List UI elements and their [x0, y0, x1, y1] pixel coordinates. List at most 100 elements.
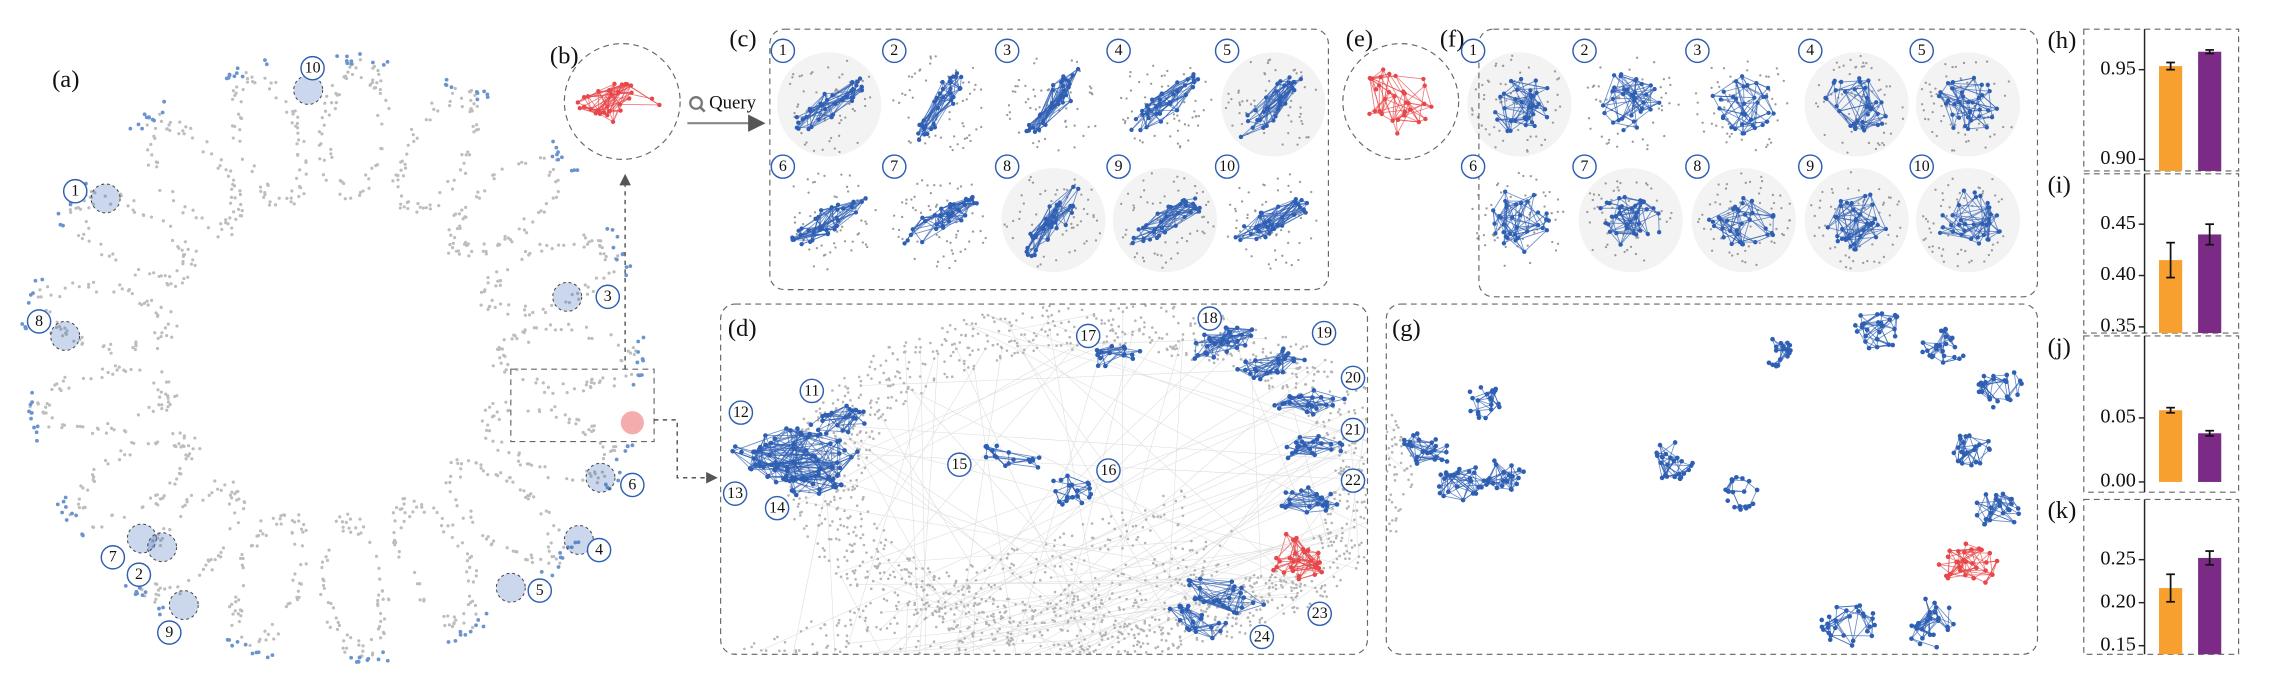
- node: [1781, 232, 1784, 236]
- node: [1070, 59, 1074, 62]
- node: [503, 234, 507, 239]
- node: [1734, 228, 1739, 233]
- node: [538, 409, 542, 414]
- edge: [1634, 85, 1652, 102]
- edge: [1834, 216, 1855, 245]
- node-cluster: [1600, 72, 1662, 133]
- node: [1713, 112, 1716, 115]
- edge: [1722, 117, 1745, 134]
- node: [834, 89, 837, 92]
- node: [545, 243, 549, 248]
- node: [1525, 229, 1530, 234]
- edge: [1527, 201, 1539, 226]
- node: [1140, 112, 1145, 117]
- node: [1989, 115, 1995, 120]
- node: [539, 570, 544, 574]
- node: [1887, 233, 1890, 237]
- node: [504, 368, 508, 372]
- node: [1545, 85, 1550, 91]
- edge: [1072, 188, 1079, 206]
- node: [293, 520, 297, 524]
- node: [539, 557, 543, 561]
- node: [1156, 253, 1159, 256]
- node: [323, 109, 328, 113]
- node: [1402, 113, 1407, 118]
- node: [371, 60, 375, 65]
- node: [1274, 69, 1277, 72]
- node: [863, 196, 868, 201]
- edge: [1618, 197, 1638, 213]
- node: [583, 283, 587, 287]
- node: [1195, 77, 1201, 82]
- node: [911, 206, 915, 209]
- node: [1008, 117, 1012, 121]
- node: [848, 174, 851, 177]
- edge: [1392, 102, 1407, 121]
- node: [504, 400, 508, 404]
- node: [1287, 114, 1290, 117]
- node: [535, 377, 539, 381]
- node: [229, 169, 233, 173]
- node: [1629, 206, 1634, 211]
- node: [1752, 95, 1757, 100]
- node: [405, 200, 409, 205]
- node: [378, 577, 382, 581]
- node: [590, 336, 594, 341]
- node: [377, 593, 381, 597]
- node: [1823, 133, 1826, 137]
- node: [1051, 83, 1056, 88]
- node: [920, 179, 924, 182]
- node: [791, 237, 797, 242]
- node: [232, 178, 236, 182]
- node: [970, 183, 973, 186]
- node: [1368, 76, 1374, 82]
- node: [1254, 236, 1259, 242]
- node: [496, 474, 500, 478]
- node: [103, 194, 107, 198]
- edge: [1492, 191, 1506, 211]
- node: [421, 206, 425, 210]
- node: [565, 391, 569, 395]
- node: [1275, 222, 1280, 228]
- node: [1842, 89, 1848, 94]
- node: [853, 210, 859, 215]
- node: [902, 241, 907, 246]
- node: [1163, 195, 1166, 198]
- node: [1268, 79, 1271, 83]
- node: [554, 557, 558, 561]
- node: [1989, 135, 1992, 138]
- node: [1920, 87, 1924, 91]
- edge: [1384, 98, 1398, 134]
- node: [484, 436, 488, 440]
- node: [107, 347, 111, 351]
- edge: [1509, 212, 1539, 234]
- node: [1512, 101, 1515, 104]
- node: [834, 223, 840, 229]
- node: [216, 487, 220, 491]
- node: [1504, 245, 1507, 249]
- node: [556, 157, 561, 162]
- node: [815, 246, 819, 250]
- node: [1644, 182, 1648, 185]
- edge: [1276, 78, 1302, 92]
- node: [1523, 122, 1528, 128]
- node: [1238, 186, 1241, 190]
- node: [524, 161, 528, 165]
- node: [1241, 100, 1244, 103]
- node: [1167, 84, 1170, 88]
- edge: [809, 204, 839, 243]
- node: [901, 92, 904, 95]
- node: [868, 96, 872, 99]
- edge: [1521, 102, 1548, 118]
- node: [1877, 89, 1880, 92]
- node: [1159, 91, 1164, 96]
- node: [942, 255, 945, 258]
- node: [1057, 149, 1060, 152]
- node: [1033, 95, 1037, 98]
- node: [234, 91, 238, 95]
- node: [1639, 81, 1644, 87]
- node: [1556, 78, 1559, 81]
- node: [1504, 202, 1509, 207]
- node: [292, 202, 296, 206]
- node: [824, 227, 829, 232]
